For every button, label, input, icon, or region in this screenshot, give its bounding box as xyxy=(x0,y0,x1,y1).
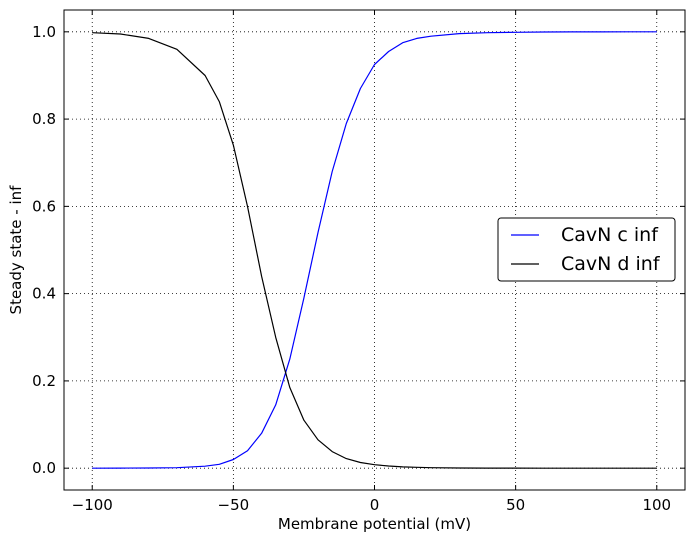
axis-ticks: −100 −50 0 50 100 0.0 0.2 0.4 0.6 0.8 1.0 xyxy=(32,10,685,514)
y-tick-label: 0.8 xyxy=(32,110,56,128)
legend-label-c-inf: CavN c inf xyxy=(561,224,659,246)
y-tick-label: 0.6 xyxy=(32,197,56,215)
x-tick-label: 50 xyxy=(506,496,525,514)
y-tick-label: 0.2 xyxy=(32,372,56,390)
x-axis-label: Membrane potential (mV) xyxy=(278,515,471,533)
series-lines xyxy=(92,31,657,469)
legend: CavN c inf CavN d inf xyxy=(497,217,676,282)
series-line-1 xyxy=(92,32,657,469)
x-tick-label: −100 xyxy=(72,496,113,514)
legend-box xyxy=(497,217,676,282)
y-tick-label: 0.4 xyxy=(32,285,56,303)
y-axis-label: Steady state - inf xyxy=(7,185,25,315)
y-tick-label: 0.0 xyxy=(32,459,56,477)
x-tick-label: −50 xyxy=(218,496,250,514)
legend-label-d-inf: CavN d inf xyxy=(561,253,661,275)
y-tick-label: 1.0 xyxy=(32,23,56,41)
x-tick-label: 100 xyxy=(642,496,671,514)
x-tick-label: 0 xyxy=(370,496,380,514)
series-line-0 xyxy=(92,31,657,469)
